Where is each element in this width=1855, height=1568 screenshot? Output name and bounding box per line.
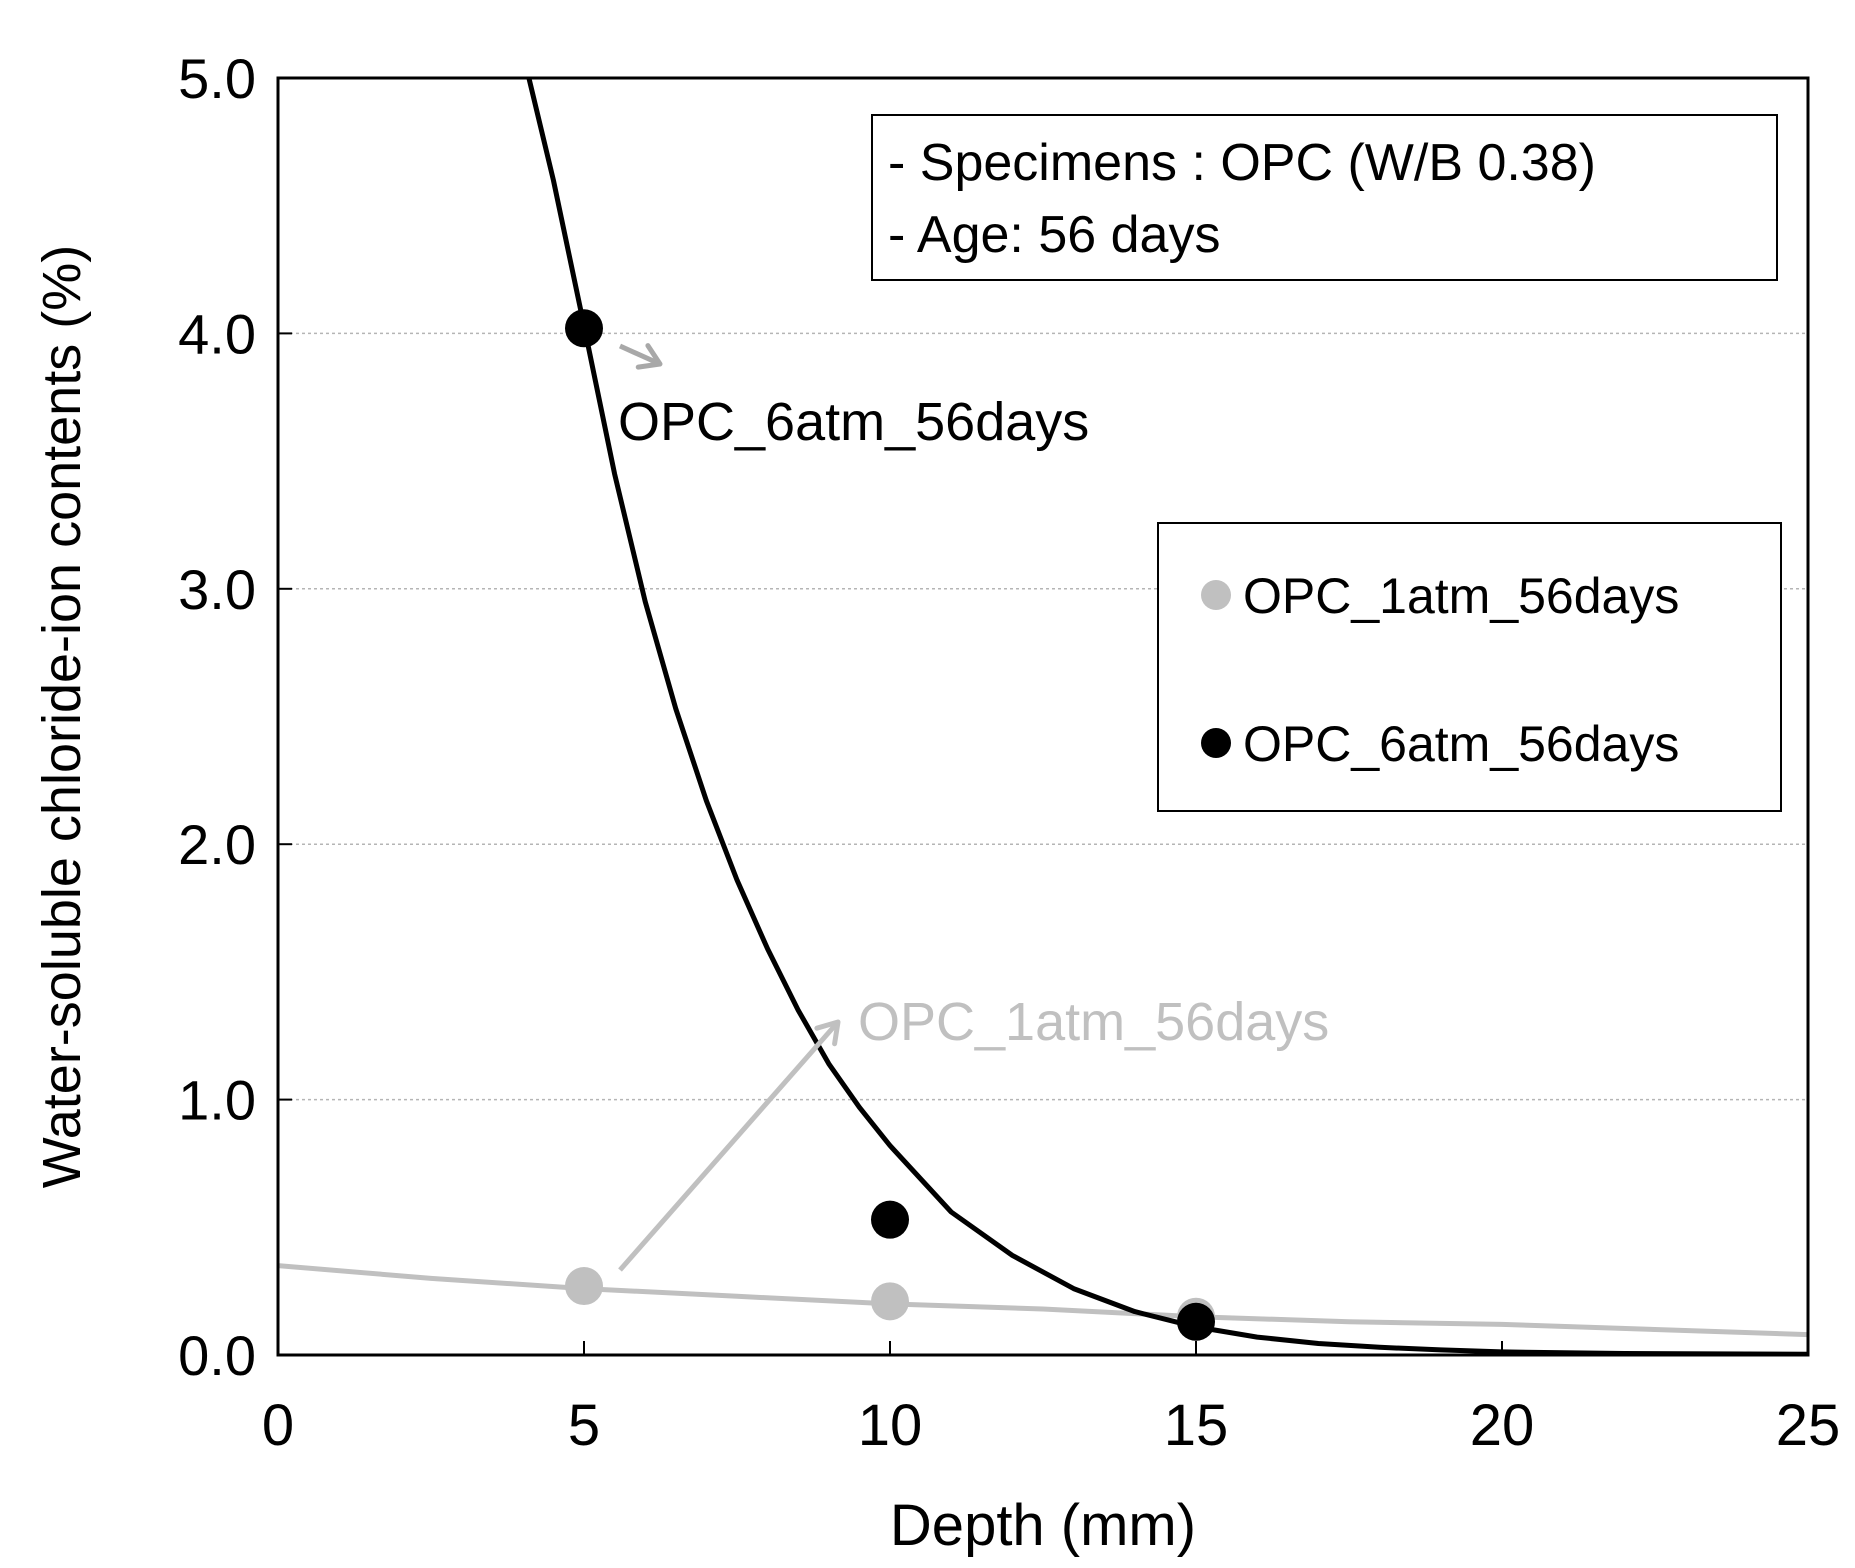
data-point-OPC_6atm_56days	[565, 309, 603, 348]
x-axis-ticks: 0 5 10 15 20 25	[262, 1341, 1840, 1458]
info-line-specimens: - Specimens : OPC (W/B 0.38)	[888, 134, 1596, 192]
y-tick-label: 2.0	[178, 813, 256, 876]
legend-label-OPC_6atm_56days: OPC_6atm_56days	[1243, 716, 1679, 772]
data-point-OPC_6atm_56days	[1177, 1302, 1215, 1341]
plot-frame	[276, 76, 1810, 1357]
annotation-arrow-OPC_1atm_56days	[618, 1020, 840, 1272]
annotation-arrow-OPC_6atm_56days	[618, 343, 662, 367]
x-tick-label: 10	[858, 1393, 923, 1458]
y-tick-label: 4.0	[178, 302, 256, 365]
y-axis-ticks: 0.0 1.0 2.0 3.0 4.0 5.0	[178, 47, 292, 1387]
y-tick-label: 1.0	[178, 1069, 256, 1132]
data-point-OPC_6atm_56days	[871, 1200, 909, 1239]
legend: OPC_1atm_56days OPC_6atm_56days	[1157, 522, 1782, 812]
legend-label-OPC_1atm_56days: OPC_1atm_56days	[1243, 568, 1679, 624]
series-annotations: OPC_1atm_56days OPC_6atm_56days	[618, 392, 1329, 1052]
x-tick-label: 0	[262, 1393, 294, 1458]
info-line-age: - Age: 56 days	[888, 206, 1220, 264]
data-point-OPC_1atm_56days	[871, 1282, 909, 1321]
x-tick-label: 20	[1470, 1393, 1535, 1458]
legend-frame	[1157, 522, 1782, 812]
legend-marker-OPC_6atm_56days	[1201, 728, 1231, 758]
data-points	[565, 309, 1215, 1341]
y-tick-label: 5.0	[178, 47, 256, 110]
annotation-arrowhead-OPC_6atm_56days	[635, 343, 663, 370]
grid-lines	[278, 332, 1808, 1101]
x-axis-label: Depth (mm)	[890, 1493, 1196, 1558]
fit-curves	[278, 78, 1808, 1355]
x-tick-label: 25	[1776, 1393, 1841, 1458]
y-tick-label: 0.0	[178, 1324, 256, 1387]
fit-curve-OPC_6atm_56days	[526, 78, 1808, 1355]
data-point-OPC_1atm_56days	[565, 1267, 603, 1306]
annotation-arrowhead-OPC_1atm_56days	[814, 1019, 841, 1047]
annotation-label-OPC_1atm_56days: OPC_1atm_56days	[858, 992, 1329, 1052]
y-tick-label: 3.0	[178, 558, 256, 621]
info-box: - Specimens : OPC (W/B 0.38) - Age: 56 d…	[871, 114, 1778, 281]
annotation-label-OPC_6atm_56days: OPC_6atm_56days	[618, 392, 1089, 452]
x-tick-label: 15	[1164, 1393, 1229, 1458]
info-box-frame	[871, 114, 1778, 281]
legend-marker-OPC_1atm_56days	[1201, 580, 1231, 610]
x-tick-label: 5	[568, 1393, 600, 1458]
fit-curve-OPC_1atm_56days	[278, 1263, 1808, 1338]
y-axis-label: Water-soluble chloride-ion contents (%)	[32, 245, 92, 1188]
annotation-arrows	[618, 343, 841, 1272]
